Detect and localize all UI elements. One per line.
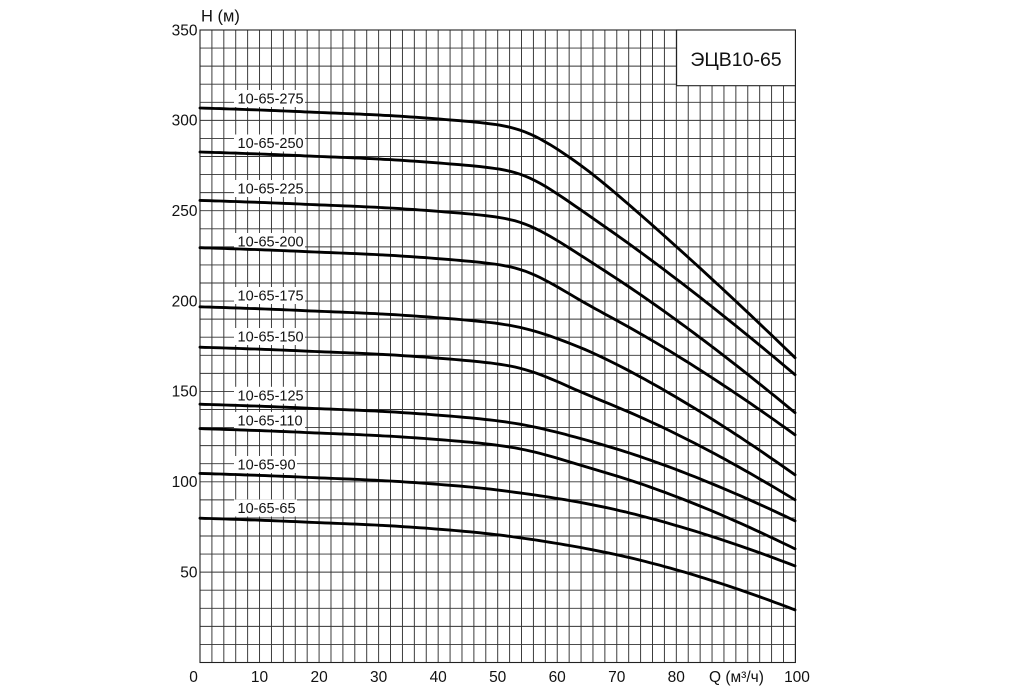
svg-text:H (м): H (м) — [201, 8, 240, 26]
svg-text:50: 50 — [180, 564, 198, 581]
svg-text:10-65-125: 10-65-125 — [238, 388, 304, 404]
svg-text:80: 80 — [668, 669, 686, 686]
svg-text:100: 100 — [784, 669, 810, 686]
svg-text:10-65-175: 10-65-175 — [238, 289, 304, 305]
svg-text:10-65-65: 10-65-65 — [238, 501, 296, 517]
svg-text:10: 10 — [251, 669, 269, 686]
svg-text:10-65-225: 10-65-225 — [238, 182, 304, 198]
svg-text:40: 40 — [430, 669, 448, 686]
svg-text:100: 100 — [172, 474, 198, 491]
svg-text:70: 70 — [608, 669, 626, 686]
svg-text:250: 250 — [172, 203, 198, 220]
svg-text:60: 60 — [549, 669, 567, 686]
svg-text:20: 20 — [310, 669, 328, 686]
svg-text:0: 0 — [189, 669, 198, 686]
svg-text:350: 350 — [172, 22, 198, 39]
svg-text:10-65-150: 10-65-150 — [238, 330, 304, 346]
svg-text:ЭЦВ10-65: ЭЦВ10-65 — [690, 49, 781, 71]
svg-text:10-65-90: 10-65-90 — [238, 458, 296, 474]
svg-text:300: 300 — [172, 113, 198, 130]
svg-text:10-65-275: 10-65-275 — [238, 92, 304, 108]
svg-text:50: 50 — [489, 669, 507, 686]
svg-text:10-65-250: 10-65-250 — [238, 136, 304, 152]
svg-text:30: 30 — [370, 669, 388, 686]
svg-text:10-65-200: 10-65-200 — [238, 235, 304, 251]
svg-text:Q (м³/ч): Q (м³/ч) — [709, 669, 764, 686]
svg-text:200: 200 — [172, 293, 198, 310]
svg-text:150: 150 — [172, 384, 198, 401]
svg-text:10-65-110: 10-65-110 — [238, 414, 303, 430]
